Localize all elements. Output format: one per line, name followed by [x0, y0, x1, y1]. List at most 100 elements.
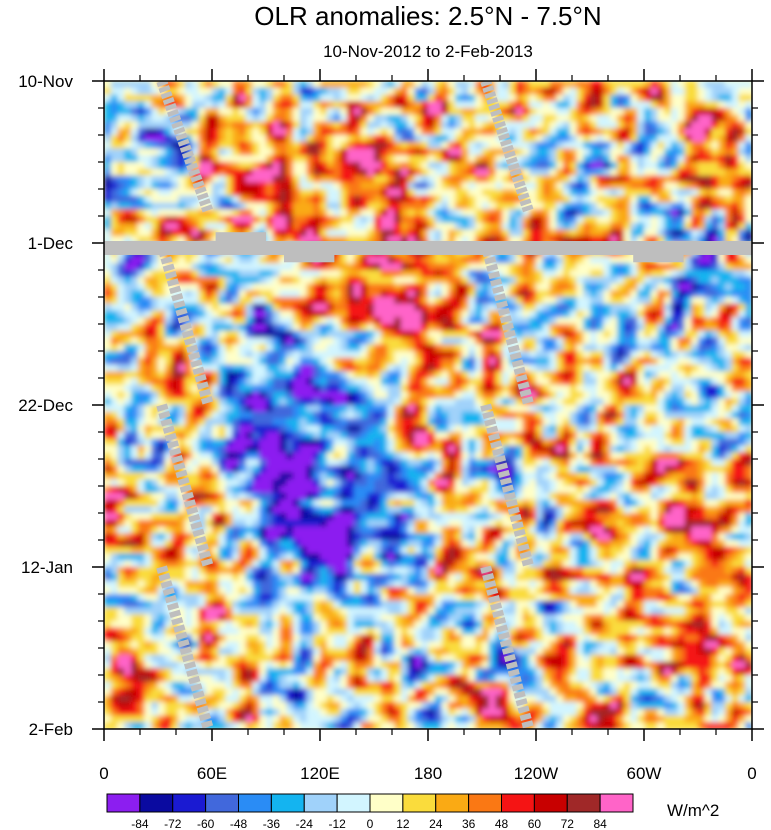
heatmap-cell [394, 337, 402, 345]
heatmap-cell [117, 290, 125, 298]
heatmap-cell [569, 195, 578, 204]
heatmap-cell [313, 222, 321, 231]
heatmap-cell [704, 155, 713, 163]
heatmap-cell [441, 317, 449, 325]
heatmap-cell [293, 418, 301, 426]
heatmap-cell [610, 236, 618, 244]
heatmap-cell [360, 425, 368, 433]
heatmap-cell [218, 290, 227, 298]
heatmap-cell [104, 324, 112, 332]
heatmap-cell [245, 216, 254, 224]
heatmap-cell [515, 270, 524, 278]
heatmap-cell [407, 283, 416, 291]
heatmap-cell [401, 418, 409, 426]
heatmap-cell [326, 324, 335, 332]
heatmap-cell [441, 94, 449, 102]
heatmap-cell [569, 114, 578, 123]
heatmap-cell [475, 256, 483, 264]
heatmap-cell [360, 162, 368, 170]
heatmap-cell [360, 141, 368, 150]
heatmap-cell [131, 155, 139, 163]
heatmap-cell [434, 378, 443, 386]
heatmap-cell [333, 411, 341, 420]
heatmap-cell [407, 128, 416, 136]
heatmap-cell [374, 195, 382, 204]
heatmap-cell [387, 391, 395, 399]
heatmap-cell [711, 236, 719, 244]
heatmap-cell [164, 236, 173, 244]
heatmap-cell [347, 101, 355, 109]
heatmap-cell [110, 141, 119, 150]
heatmap-cell [637, 310, 645, 318]
heatmap-cell [380, 162, 389, 170]
heatmap-cell [623, 87, 632, 96]
heatmap-cell [698, 411, 706, 420]
heatmap-cell [205, 182, 213, 190]
heatmap-cell [360, 411, 368, 420]
heatmap-cell [380, 94, 389, 102]
heatmap-cell [664, 236, 672, 244]
heatmap-cell [515, 148, 524, 156]
heatmap-cell [380, 324, 389, 332]
heatmap-cell [603, 162, 611, 170]
heatmap-cell [691, 425, 699, 433]
heatmap-cell [360, 344, 368, 352]
heatmap-cell [617, 121, 625, 129]
heatmap-cell [475, 317, 483, 325]
heatmap-cell [711, 344, 719, 352]
heatmap-cell [347, 337, 355, 345]
heatmap-cell [232, 263, 240, 271]
heatmap-cell [596, 175, 605, 183]
heatmap-cell [495, 256, 503, 264]
heatmap-cell [569, 81, 578, 89]
heatmap-cell [245, 398, 254, 406]
heatmap-cell [164, 114, 173, 123]
heatmap-cell [104, 236, 112, 244]
heatmap-cell [144, 371, 152, 379]
heatmap-cell [738, 357, 746, 366]
heatmap-cell [691, 229, 699, 237]
heatmap-cell [259, 283, 267, 291]
heatmap-cell [603, 209, 611, 217]
heatmap-cell [272, 337, 281, 345]
heatmap-cell [387, 405, 395, 413]
heatmap-cell [691, 81, 699, 89]
heatmap-cell [725, 209, 733, 217]
heatmap-cell [212, 135, 220, 143]
heatmap-cell [664, 128, 672, 136]
heatmap-cell [731, 425, 740, 433]
heatmap-cell [563, 364, 571, 372]
heatmap-cell [650, 162, 659, 170]
heatmap-cell [617, 222, 625, 231]
heatmap-cell [401, 81, 409, 89]
heatmap-cell [610, 148, 618, 156]
heatmap-cell [698, 330, 706, 339]
heatmap-cell [374, 324, 382, 332]
heatmap-cell [124, 384, 132, 393]
heatmap-cell [414, 135, 422, 143]
heatmap-cell [428, 425, 436, 433]
heatmap-cell [252, 189, 260, 197]
heatmap-cell [623, 148, 632, 156]
heatmap-cell [576, 81, 584, 89]
heatmap-cell [428, 216, 436, 224]
heatmap-cell [455, 398, 463, 406]
heatmap-cell [637, 162, 645, 170]
heatmap-cell [671, 155, 679, 163]
heatmap-cell [286, 175, 294, 183]
heatmap-cell [461, 344, 470, 352]
heatmap-cell [259, 222, 267, 231]
heatmap-cell [664, 209, 672, 217]
heatmap-cell [313, 195, 321, 204]
heatmap-cell [711, 195, 719, 204]
heatmap-cell [515, 236, 524, 244]
heatmap-cell [441, 337, 449, 345]
heatmap-cell [711, 384, 719, 393]
heatmap-cell [441, 229, 449, 237]
heatmap-cell [596, 310, 605, 318]
heatmap-cell [529, 310, 537, 318]
heatmap-cell [353, 236, 362, 244]
heatmap-cell [745, 148, 752, 156]
heatmap-cell [677, 297, 686, 305]
heatmap-cell [488, 209, 497, 217]
